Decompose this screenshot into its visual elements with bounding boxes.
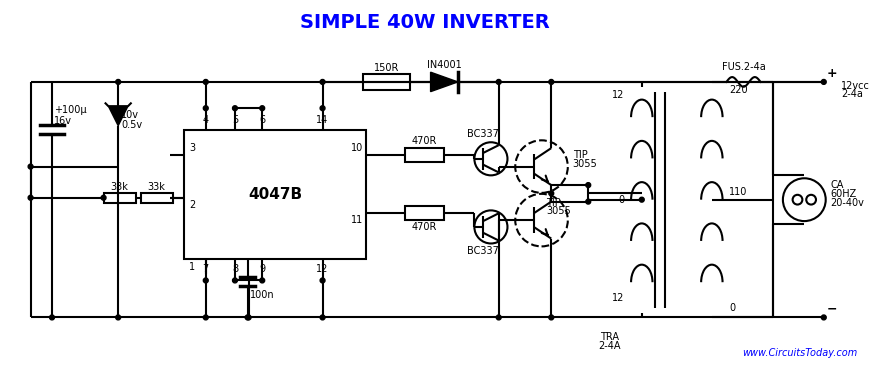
Text: 4: 4 [203,115,209,125]
Circle shape [260,106,265,111]
Circle shape [496,79,501,84]
Text: 2-4a: 2-4a [841,89,863,99]
Bar [363,74,410,90]
Circle shape [233,278,238,283]
Text: 470R: 470R [412,136,437,146]
Text: 0: 0 [729,303,735,313]
Text: 14: 14 [316,115,328,125]
Text: 7: 7 [203,264,209,274]
Text: IN4001: IN4001 [427,61,462,70]
Text: +100µ: +100µ [54,105,86,115]
Circle shape [516,194,568,246]
Circle shape [203,315,208,320]
Circle shape [203,106,208,111]
Text: 9: 9 [260,264,266,274]
Bar [185,130,367,259]
Text: www.CircuitsToday.com: www.CircuitsToday.com [742,349,857,358]
Text: BC337: BC337 [467,246,499,256]
Text: FUS.2-4a: FUS.2-4a [721,62,766,72]
Circle shape [233,106,238,111]
Text: 4047B: 4047B [248,187,302,202]
Circle shape [639,197,645,202]
Circle shape [321,315,325,320]
Text: 3055: 3055 [572,159,598,169]
Circle shape [586,199,591,204]
Text: 0.5v: 0.5v [121,120,142,130]
Text: 16v: 16v [54,116,72,126]
Circle shape [475,211,508,244]
Text: 2: 2 [189,200,195,209]
Polygon shape [430,72,458,92]
Text: SIMPLE 40W INVERTER: SIMPLE 40W INVERTER [300,13,550,32]
Circle shape [549,315,554,320]
Circle shape [321,79,325,84]
Circle shape [783,178,826,221]
Bar [405,206,444,220]
Text: 12: 12 [612,293,625,303]
Text: 12: 12 [316,264,328,274]
Text: 2-4A: 2-4A [598,341,621,351]
Circle shape [549,79,554,84]
Text: 1: 1 [189,262,195,272]
Text: 11: 11 [350,215,362,225]
Text: 3055: 3055 [546,206,571,216]
Text: TIP: TIP [546,198,561,208]
Circle shape [245,315,250,320]
Text: 8: 8 [232,264,238,274]
Bar [140,193,172,203]
Text: −: − [827,303,837,315]
Text: TIP: TIP [572,150,587,160]
Bar [104,193,136,203]
Text: 20-40v: 20-40v [831,198,864,208]
Circle shape [821,315,827,320]
Circle shape [260,278,265,283]
Circle shape [807,195,816,205]
Text: 150R: 150R [375,63,400,73]
Circle shape [793,195,802,205]
Text: 0: 0 [618,195,625,205]
Text: 33k: 33k [111,182,129,192]
Text: 10: 10 [350,143,362,153]
Circle shape [28,164,33,169]
Circle shape [496,315,501,320]
Text: TRA: TRA [600,332,619,342]
Circle shape [50,315,54,320]
Text: 110: 110 [729,187,747,197]
Text: 3: 3 [189,143,195,153]
Text: 60HZ: 60HZ [831,189,857,199]
Text: 5: 5 [232,115,238,125]
Circle shape [321,106,325,111]
Circle shape [821,79,827,84]
Text: 12: 12 [612,89,625,100]
Circle shape [28,195,33,200]
Circle shape [516,140,568,193]
Text: +: + [827,67,837,80]
Circle shape [586,183,591,188]
Circle shape [116,315,120,320]
Circle shape [203,79,208,84]
Circle shape [246,315,251,320]
Circle shape [321,278,325,283]
Circle shape [203,278,208,283]
Text: 6: 6 [260,115,266,125]
Circle shape [549,191,554,196]
Circle shape [475,142,508,175]
Text: 100n: 100n [250,290,274,300]
Text: 33k: 33k [148,182,165,192]
Text: BC337: BC337 [467,129,499,139]
Circle shape [116,79,120,84]
Circle shape [101,195,106,200]
Text: 220: 220 [729,85,748,95]
Text: CA: CA [831,180,844,190]
Text: 470R: 470R [412,222,437,232]
Text: 10v: 10v [121,110,139,120]
Bar [405,148,444,162]
Polygon shape [109,106,128,126]
Text: 12vcc: 12vcc [841,81,870,91]
